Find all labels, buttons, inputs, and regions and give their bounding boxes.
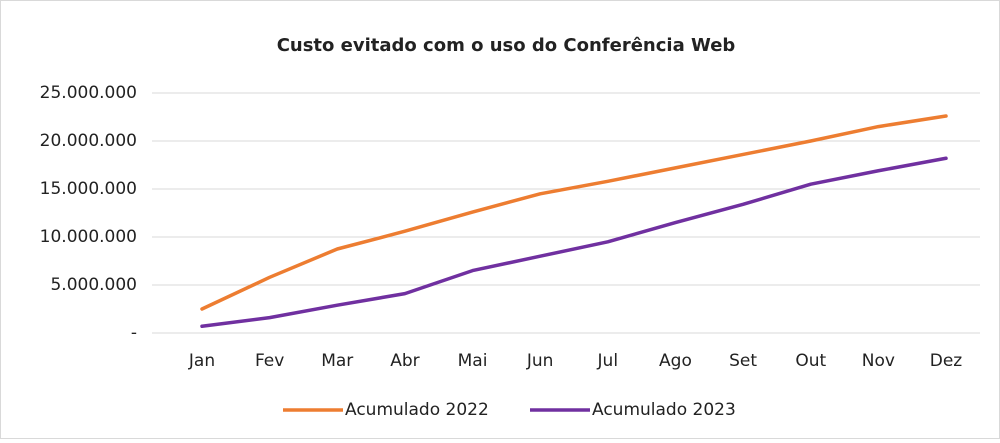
y-tick-label: 15.000.000 — [40, 179, 137, 199]
y-tick-label: 20.000.000 — [40, 131, 137, 151]
x-tick-label: Nov — [862, 351, 895, 371]
x-tick-label: Jun — [526, 351, 554, 371]
x-tick-label: Out — [795, 351, 826, 371]
x-tick-label: Jan — [188, 351, 215, 371]
x-tick-label: Fev — [255, 351, 284, 371]
y-tick-label: 25.000.000 — [40, 83, 137, 103]
x-tick-label: Set — [729, 351, 757, 371]
legend-label: Acumulado 2022 — [345, 400, 489, 420]
x-tick-label: Abr — [390, 351, 419, 371]
line-series — [200, 114, 948, 311]
line-series — [200, 156, 948, 329]
chart-title: Custo evitado com o uso do Conferência W… — [277, 35, 736, 56]
legend-label: Acumulado 2023 — [592, 400, 736, 420]
y-tick-label: 5.000.000 — [50, 275, 137, 295]
x-tick-label: Ago — [659, 351, 692, 371]
x-tick-label: Mar — [321, 351, 353, 371]
x-tick-label: Mai — [458, 351, 488, 371]
y-tick-label: 10.000.000 — [40, 227, 137, 247]
y-tick-label: - — [131, 323, 137, 343]
x-tick-label: Dez — [930, 351, 963, 371]
x-tick-label: Jul — [597, 351, 619, 371]
